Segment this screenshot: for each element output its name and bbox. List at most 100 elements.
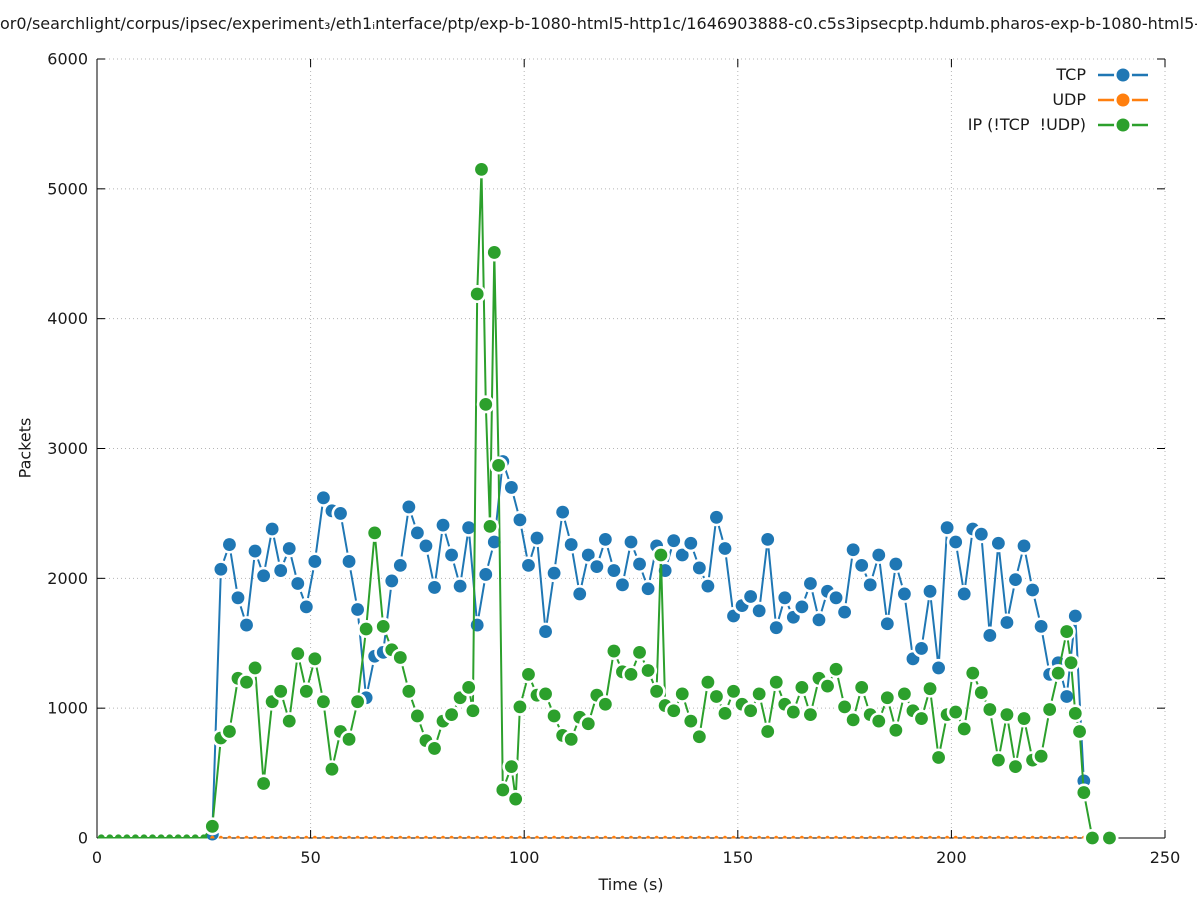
data-point [428, 742, 441, 755]
data-point [419, 539, 433, 553]
data-point [675, 687, 689, 701]
data-point [428, 581, 441, 594]
data-point [774, 835, 779, 839]
x-tick-label: 200 [936, 848, 967, 867]
data-point [799, 835, 805, 839]
data-point [692, 730, 706, 744]
data-point [863, 578, 877, 592]
data-point [795, 600, 809, 614]
data-point [957, 722, 971, 736]
data-point [1000, 708, 1014, 722]
data-point [752, 687, 766, 701]
data-point [157, 834, 165, 839]
data-point [1013, 835, 1018, 839]
data-point [624, 535, 638, 549]
data-point [855, 680, 869, 694]
data-point [829, 591, 843, 605]
data-point [744, 704, 758, 718]
data-point [923, 682, 937, 696]
tick-labels: 0 50 100 150 200 250 0 1000 2000 3000 4000 5000 6000 [47, 50, 1180, 868]
data-point [402, 500, 416, 514]
data-point [393, 651, 407, 664]
data-point [1068, 609, 1082, 623]
data-point [398, 835, 403, 839]
data-point [526, 835, 531, 839]
data-point [1038, 835, 1044, 839]
data-point [445, 708, 458, 722]
data-point [885, 835, 890, 839]
data-point [701, 675, 715, 689]
data-point [786, 705, 800, 719]
data-point [551, 835, 557, 839]
data-point [936, 835, 941, 839]
data-point [974, 527, 988, 541]
data-point [393, 558, 407, 572]
legend-sample-ip-icon [1098, 115, 1148, 134]
data-point [838, 700, 851, 714]
data-point [962, 835, 967, 839]
x-axis-label: Time (s) [598, 875, 664, 894]
data-point [633, 645, 646, 659]
data-point [1060, 690, 1074, 703]
data-point [351, 695, 364, 709]
data-point [1060, 625, 1074, 638]
data-point [457, 835, 463, 839]
data-point [637, 835, 642, 839]
data-point [974, 686, 988, 699]
data-point [299, 684, 313, 698]
series-ip [97, 160, 1119, 847]
data-point [991, 753, 1005, 767]
data-point [1077, 786, 1091, 799]
data-point [979, 835, 984, 839]
data-point [556, 505, 570, 519]
data-point [504, 760, 518, 773]
data-point [389, 835, 394, 839]
data-point [957, 587, 971, 601]
data-point [1009, 760, 1022, 773]
data-point [479, 568, 493, 581]
data-point [1073, 835, 1078, 839]
data-point [880, 617, 894, 631]
data-point [769, 675, 783, 689]
data-point [363, 835, 369, 839]
data-point [671, 835, 676, 839]
data-point [953, 835, 958, 839]
data-point [299, 600, 313, 614]
data-point [509, 835, 514, 839]
legend-sample-tcp-icon [1098, 65, 1148, 84]
data-point [214, 562, 228, 576]
data-point [611, 835, 617, 839]
data-point [684, 536, 698, 550]
data-point [701, 579, 715, 593]
data-point [440, 835, 446, 839]
data-point [932, 661, 945, 675]
data-point [372, 835, 377, 839]
data-point [782, 835, 787, 839]
data-point [949, 705, 963, 719]
data-point [274, 564, 288, 577]
data-point [470, 287, 484, 301]
data-point [1056, 835, 1061, 839]
data-point [902, 835, 907, 839]
data-point [210, 835, 215, 839]
legend-entry-udp: UDP [968, 87, 1150, 112]
data-point [880, 691, 894, 705]
data-point [317, 695, 330, 709]
data-point [504, 481, 518, 494]
data-point [191, 834, 199, 839]
data-point [1030, 835, 1035, 839]
data-point [739, 835, 745, 839]
data-point [586, 835, 591, 839]
data-point [1034, 619, 1048, 633]
data-point [833, 835, 839, 839]
data-point [547, 709, 561, 723]
data-point [411, 526, 424, 540]
data-point [496, 783, 510, 797]
data-point [278, 835, 283, 839]
data-point [406, 835, 412, 839]
x-tick-label: 150 [723, 848, 754, 867]
data-point [483, 520, 497, 533]
data-point [200, 834, 208, 839]
data-point [898, 587, 911, 601]
data-point [547, 566, 561, 580]
